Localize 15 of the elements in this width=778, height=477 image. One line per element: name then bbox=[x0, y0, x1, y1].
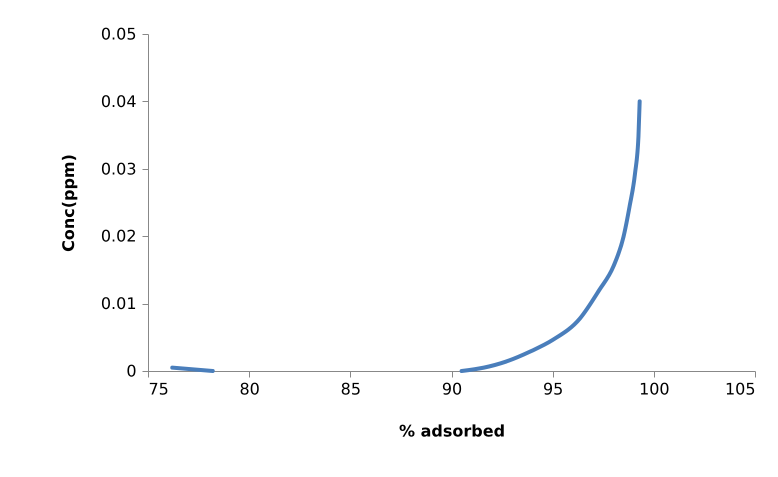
x-tick-label: 105 bbox=[724, 380, 756, 398]
y-tick-label: 0 bbox=[126, 362, 136, 380]
x-tick-label: 95 bbox=[542, 380, 564, 398]
x-tick-label: 75 bbox=[148, 380, 169, 398]
y-tick-label: 0.05 bbox=[100, 24, 136, 44]
y-tick-label: 0.02 bbox=[100, 226, 136, 246]
x-tick-label: 80 bbox=[239, 380, 260, 398]
y-axis-title: Conc(ppm) bbox=[58, 154, 78, 252]
x-axis-title: % adsorbed bbox=[398, 422, 506, 440]
x-tick-label: 100 bbox=[639, 380, 670, 398]
x-tick-label: 85 bbox=[340, 380, 362, 398]
y-tick-label: 0.04 bbox=[100, 92, 136, 111]
x-tick-label: 90 bbox=[442, 380, 462, 398]
y-tick-label: 0.01 bbox=[100, 294, 136, 314]
y-tick-label: 0.03 bbox=[100, 159, 136, 178]
